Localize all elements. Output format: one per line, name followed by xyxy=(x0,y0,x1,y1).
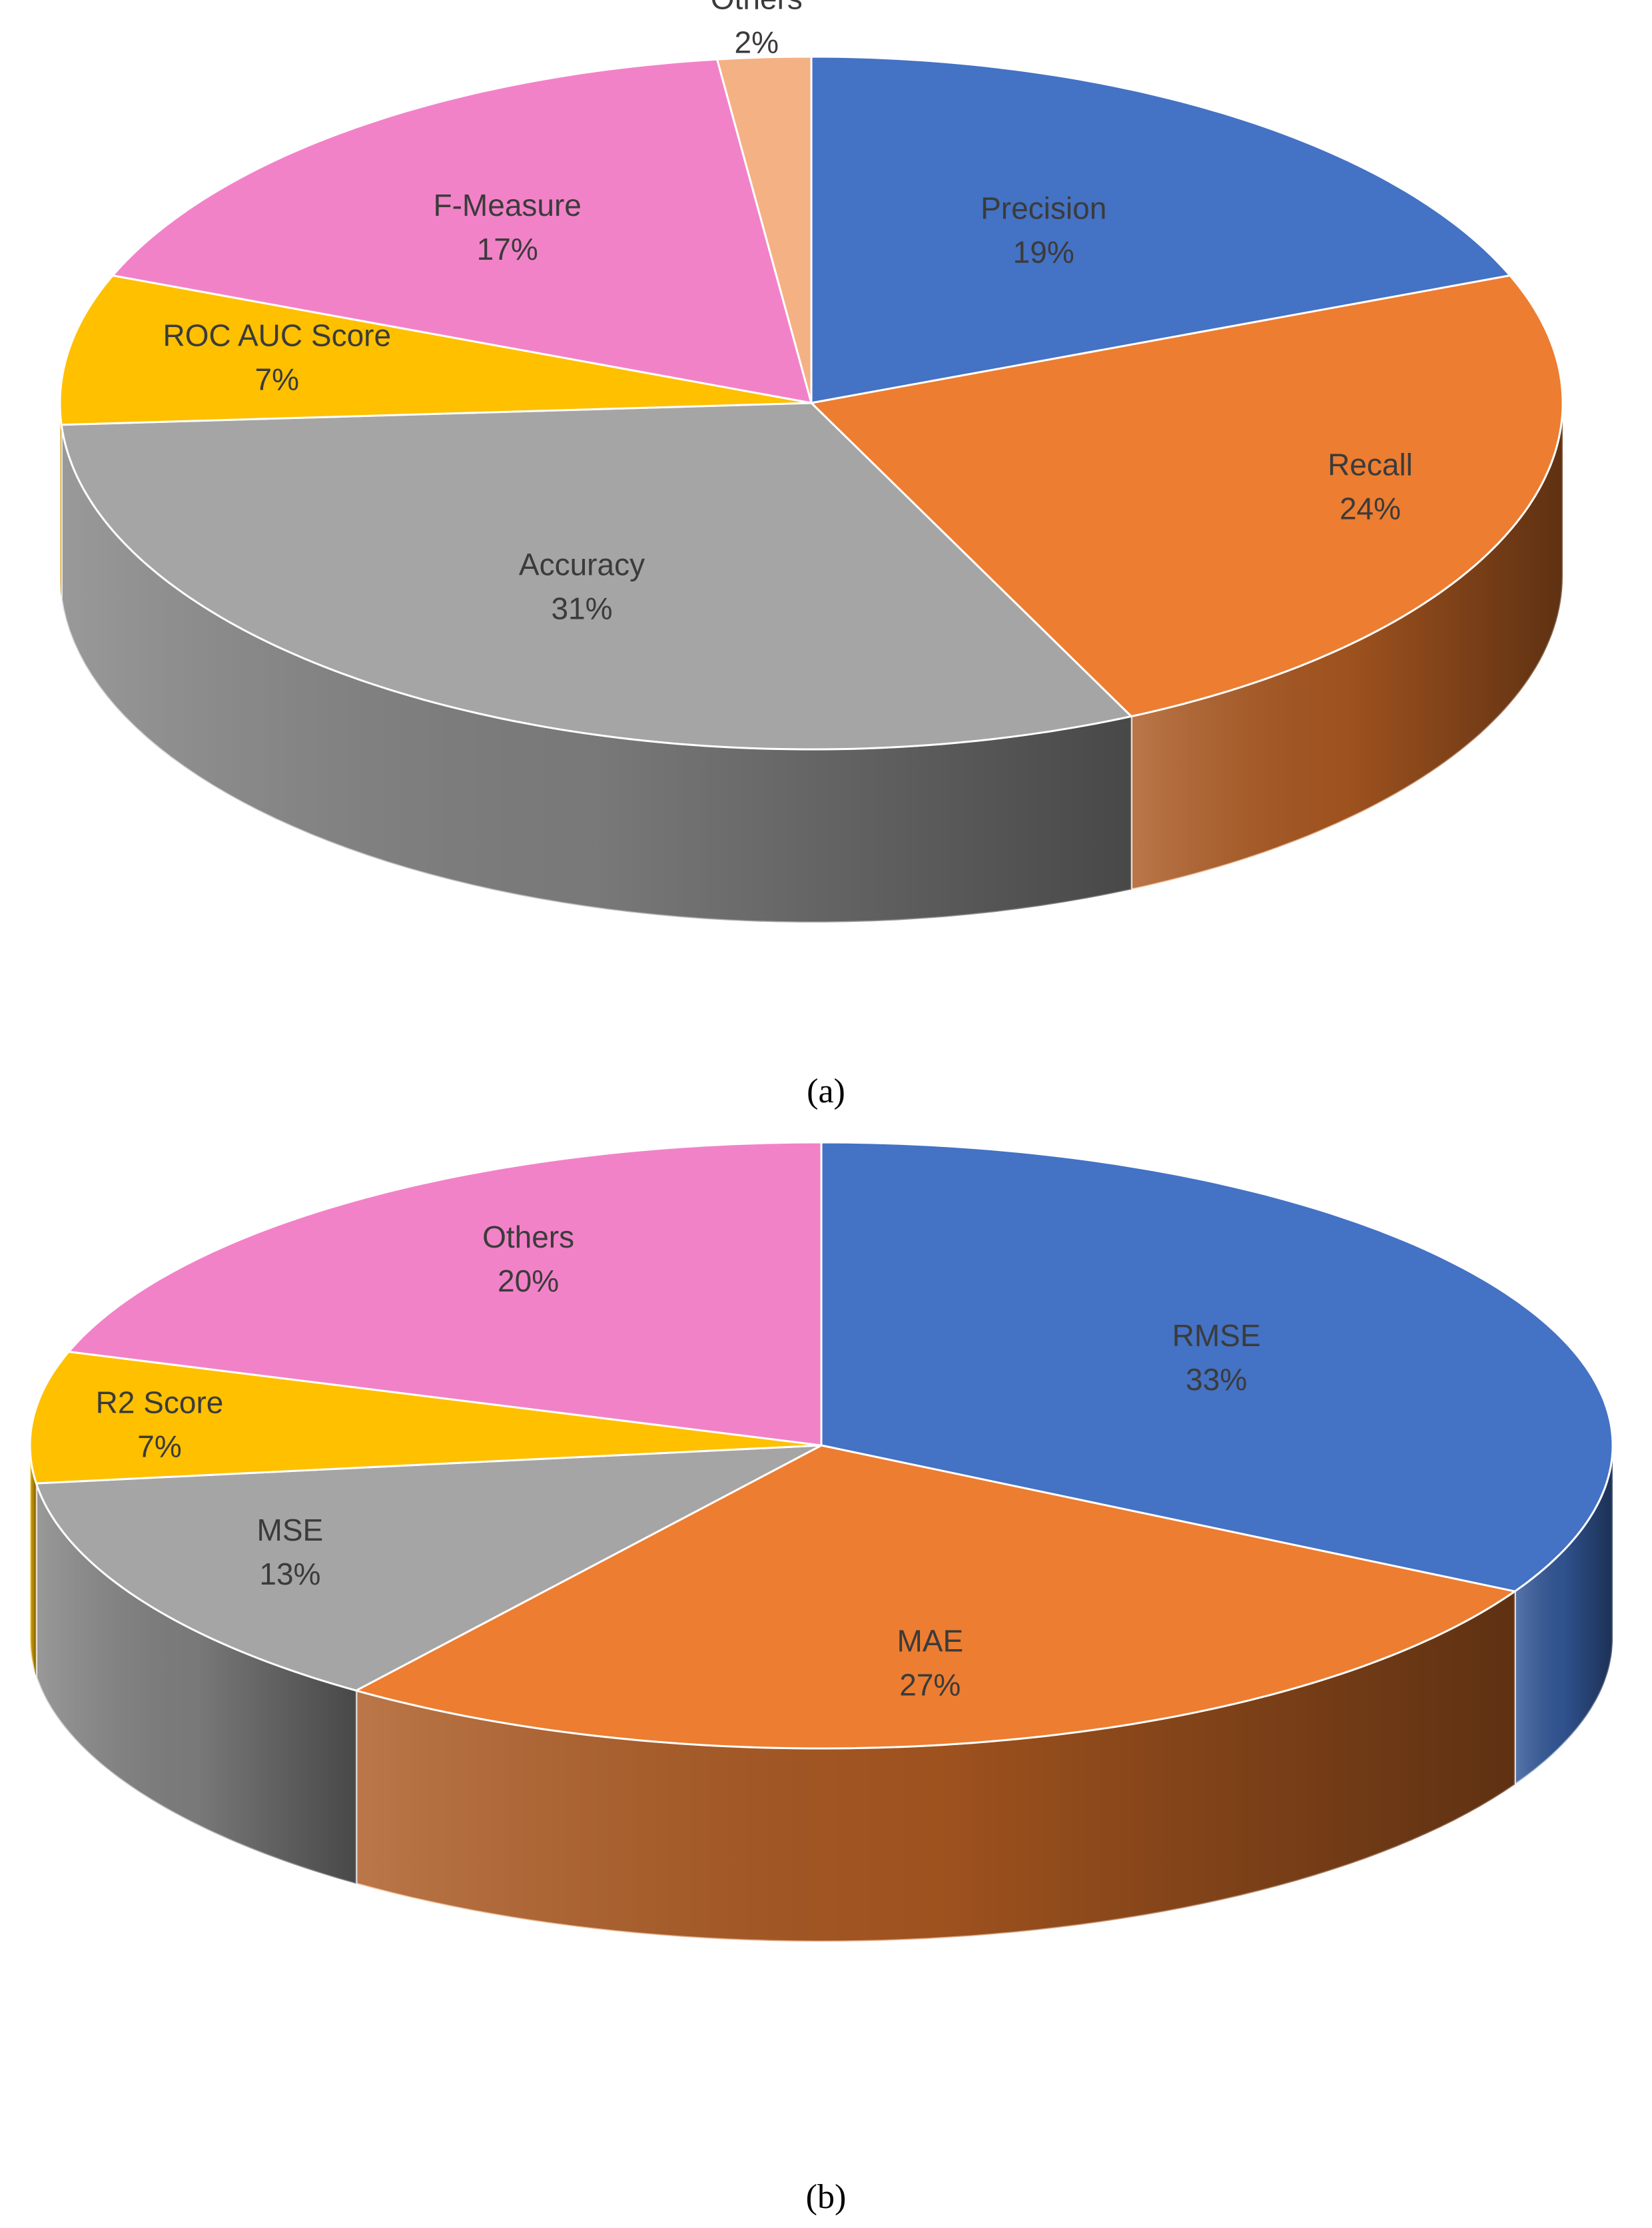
slice-value-others: 20% xyxy=(498,1264,559,1298)
slice-label-mae: MAE xyxy=(897,1624,963,1659)
pie-slice-rmse xyxy=(820,1141,1614,1593)
pie-top-faces xyxy=(29,1141,1614,1750)
pie-slice-mse xyxy=(35,1444,823,1692)
pie-slice-others xyxy=(67,1141,823,1447)
caption-a: (a) xyxy=(807,1072,845,1110)
pie-labels: RMSE 33% MAE 27% MSE 13% R2 Score 7% Others 20% xyxy=(96,1220,1261,1702)
pie-slice-accuracy xyxy=(60,402,1132,751)
pie-side-shade xyxy=(30,1445,37,1676)
slice-label-roc-auc-score: ROC AUC Score xyxy=(163,318,392,352)
pie-chart-a: Precision 19% Recall 24% Accuracy 31% ROC AUC … xyxy=(59,0,1564,924)
slice-label-mse: MSE xyxy=(257,1513,324,1547)
pie-slice-recall xyxy=(810,274,1564,717)
pie-slice-roc-auc-score xyxy=(59,274,813,426)
pie-slice-r2-score xyxy=(29,1350,823,1485)
slice-label-f-measure: F-Measure xyxy=(434,188,582,222)
pie-side-shade xyxy=(60,403,62,598)
pie-chart-b: RMSE 33% MAE 27% MSE 13% R2 Score 7% Others 20% xyxy=(29,1141,1614,1943)
pie-side-shade xyxy=(61,424,1132,923)
pie-side-walls xyxy=(29,1445,1614,1943)
slice-label-r2-score: R2 Score xyxy=(96,1385,224,1420)
pie-slice-mae xyxy=(355,1444,1516,1750)
slice-label-others: Others xyxy=(482,1220,574,1254)
slice-value-r2-score: 7% xyxy=(137,1429,181,1464)
pie-side-shade xyxy=(1515,1445,1613,1785)
slice-label-precision: Precision xyxy=(981,190,1106,225)
pie-slice-precision xyxy=(810,55,1511,404)
pie-slice-others xyxy=(716,55,813,404)
slice-value-roc-auc-score: 7% xyxy=(255,362,299,396)
slice-value-mse: 13% xyxy=(259,1557,320,1591)
pie-top-faces xyxy=(59,55,1564,751)
slice-value-others: 2% xyxy=(735,25,779,60)
slice-value-f-measure: 17% xyxy=(477,232,538,266)
slice-value-recall: 24% xyxy=(1340,492,1401,526)
pie-side-shade xyxy=(356,1591,1515,1942)
slice-value-rmse: 33% xyxy=(1186,1362,1247,1397)
pie-slice-f-measure xyxy=(111,58,813,404)
caption-b: (b) xyxy=(806,2178,847,2216)
slice-label-others: Others xyxy=(711,0,803,16)
slice-label-accuracy: Accuracy xyxy=(519,548,645,582)
slice-value-mae: 27% xyxy=(899,1668,961,1702)
slice-value-accuracy: 31% xyxy=(551,591,612,626)
pie-labels: Precision 19% Recall 24% Accuracy 31% ROC AUC … xyxy=(163,0,1413,626)
slice-label-recall: Recall xyxy=(1328,448,1413,482)
slice-value-precision: 19% xyxy=(1013,234,1074,269)
slice-label-rmse: RMSE xyxy=(1172,1318,1261,1353)
